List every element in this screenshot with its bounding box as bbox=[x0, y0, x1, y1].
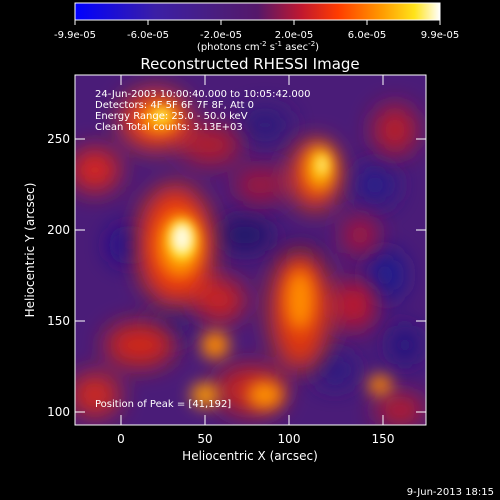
y-tick-label: 100 bbox=[47, 405, 70, 419]
image-peak bbox=[154, 109, 328, 260]
info-clean-counts: Clean Total counts: 3.13E+03 bbox=[95, 122, 243, 133]
plot-frame bbox=[74, 74, 427, 426]
x-axis-ticks bbox=[120, 75, 384, 425]
info-block: 24-Jun-2003 10:00:40.000 to 10:05:42.000… bbox=[95, 89, 311, 133]
colorbar-tick-label: -2.0e-05 bbox=[200, 30, 242, 41]
x-tick-label: 0 bbox=[117, 432, 125, 446]
colorbar-tick-label: 6.0e-05 bbox=[348, 30, 386, 41]
info-energy-range: Energy Range: 25.0 - 50.0 keV bbox=[95, 111, 248, 122]
info-time-range: 24-Jun-2003 10:00:40.000 to 10:05:42.000 bbox=[95, 89, 311, 100]
colorbar-units: (photons cm-2 s-1 asec-2) bbox=[197, 40, 319, 53]
y-tick-label: 200 bbox=[47, 223, 70, 237]
colorbar-tick-label: 9.9e-05 bbox=[421, 30, 459, 41]
colorbar-tick-label: -9.9e-05 bbox=[54, 30, 96, 41]
y-axis-ticks bbox=[75, 138, 426, 413]
plot-title: Reconstructed RHESSI Image bbox=[140, 55, 359, 73]
rhessi-image bbox=[75, 75, 426, 425]
x-tick-label: 100 bbox=[278, 432, 301, 446]
colorbar-tick-label: -6.0e-05 bbox=[127, 30, 169, 41]
colorbar-tick-label: 2.0e-05 bbox=[275, 30, 313, 41]
colorbar-ticks bbox=[74, 20, 441, 25]
x-axis-label: Heliocentric X (arcsec) bbox=[182, 449, 318, 463]
y-tick-label: 150 bbox=[47, 314, 70, 328]
x-tick-label: 50 bbox=[197, 432, 212, 446]
colorbar bbox=[74, 2, 441, 21]
peak-position-label: Position of Peak = [41,192] bbox=[95, 399, 231, 410]
y-tick-label: 250 bbox=[47, 132, 70, 146]
x-tick-label: 150 bbox=[372, 432, 395, 446]
footer-date: 9-Jun-2013 18:15 bbox=[407, 487, 494, 498]
y-axis-label: Heliocentric Y (arcsec) bbox=[23, 183, 37, 318]
info-detectors: Detectors: 4F 5F 6F 7F 8F, Att 0 bbox=[95, 100, 254, 111]
